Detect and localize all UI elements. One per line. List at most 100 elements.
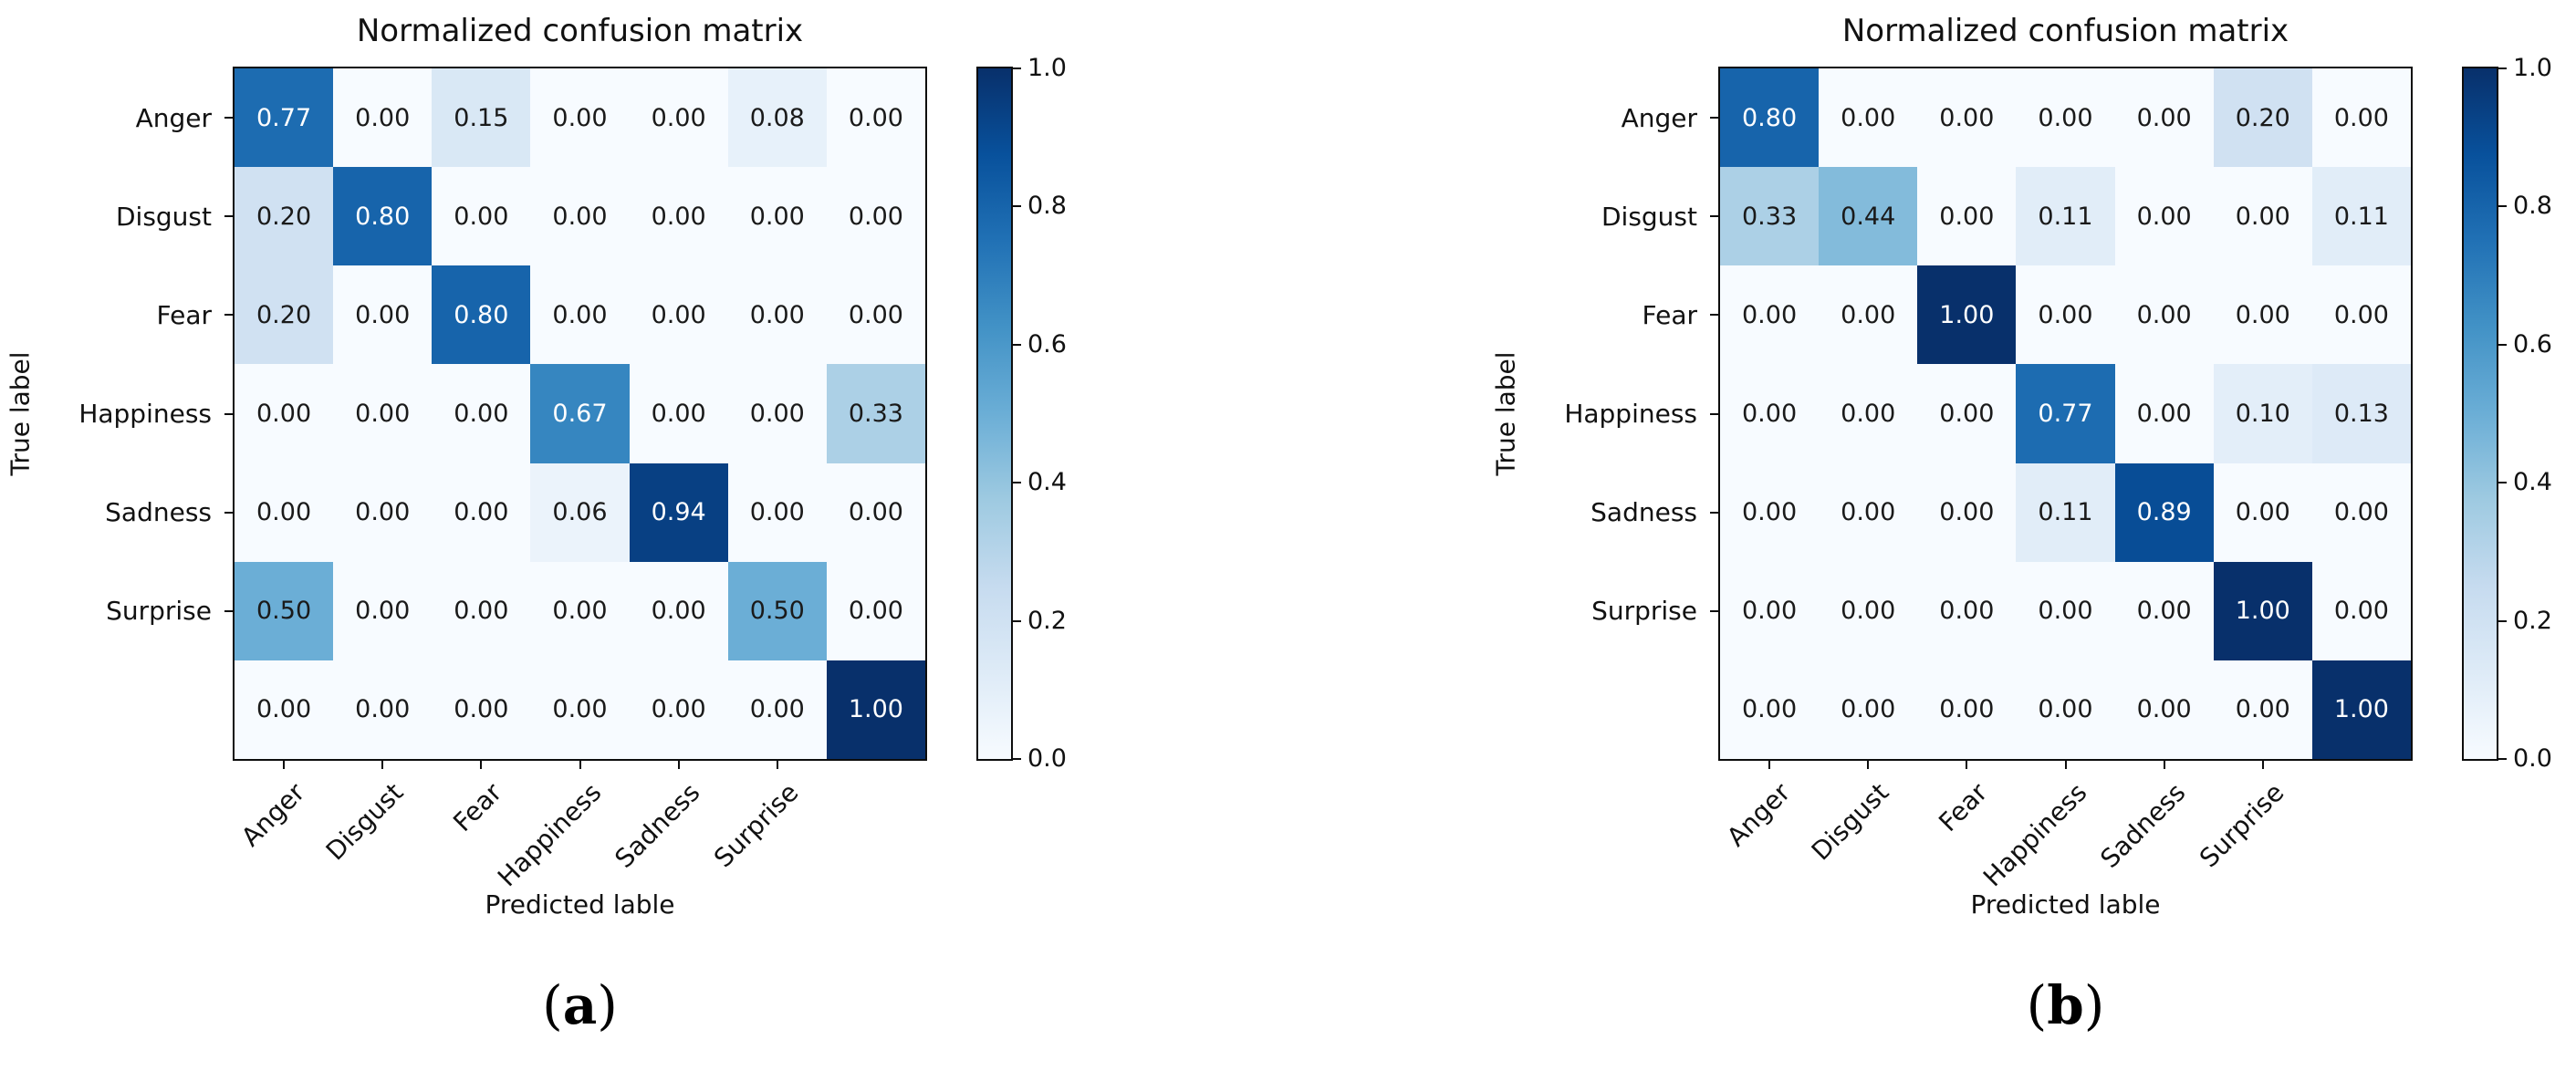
colorbar-tick-label: 0.4 (2513, 468, 2552, 497)
heatmap-cell: 0.00 (2311, 463, 2411, 562)
heatmap-cell: 0.00 (629, 660, 728, 759)
plot-title: Normalized confusion matrix (1841, 13, 2289, 49)
heatmap-cell: 0.00 (2311, 265, 2411, 365)
colorbar-tick-label: 0.6 (2513, 329, 2552, 359)
heatmap-cell: 0.00 (333, 660, 433, 759)
heatmap-cell: 0.20 (235, 167, 334, 266)
x-axis-title: Predicted lable (1970, 889, 2161, 920)
x-axis-tick (480, 761, 483, 769)
y-axis-tick (1710, 412, 1718, 415)
y-tick-label: Fear (156, 299, 212, 330)
y-tick-label: Sadness (1590, 497, 1697, 528)
heatmap-cell: 0.00 (1720, 463, 1820, 562)
heatmap-cell: 0.00 (727, 463, 827, 562)
x-axis-tick (1867, 761, 1870, 769)
x-axis-tick (2261, 761, 2264, 769)
x-axis-tick (1966, 761, 1968, 769)
heatmap-cell: 0.00 (629, 167, 728, 266)
heatmap-cell: 0.00 (530, 68, 630, 168)
heatmap-cell: 0.80 (333, 167, 433, 266)
heatmap-cell: 0.00 (2016, 68, 2115, 168)
heatmap-cell: 0.00 (333, 463, 433, 562)
heatmap-cell: 0.00 (432, 561, 531, 660)
heatmap-cell: 0.00 (629, 561, 728, 660)
heatmap-cell: 0.00 (1819, 561, 1918, 660)
heatmap-cell: 0.00 (826, 463, 925, 562)
y-tick-label: Fear (1642, 299, 1697, 330)
y-axis-tick (224, 215, 233, 218)
y-tick-label (1486, 660, 1705, 759)
colorbar-tick-label: 0.6 (1027, 329, 1067, 359)
y-tick-labels: Anger Disgust Fear Happiness Sadness Surprise (0, 68, 219, 759)
heatmap-cell: 1.00 (826, 660, 925, 759)
y-axis-tick (224, 314, 233, 317)
caption-paren-close: ) (2083, 974, 2105, 1036)
colorbar-tick (1013, 619, 1021, 622)
x-axis-tick (283, 761, 286, 769)
heatmap-cell: 0.00 (629, 68, 728, 168)
confusion-matrix-figure-a: Normalized confusion matrix True label A… (0, 0, 1090, 1081)
heatmap-cell: 0.00 (1819, 364, 1918, 463)
y-tick-label: Sadness (105, 497, 212, 528)
x-axis-tick (776, 761, 778, 769)
y-axis-tick (1710, 314, 1718, 317)
heatmap-cell: 0.15 (432, 68, 531, 168)
y-tick-label: Surprise (1591, 596, 1697, 627)
heatmap-cell: 0.00 (333, 364, 433, 463)
heatmap-cell: 0.00 (1917, 561, 2017, 660)
y-axis-tick (224, 609, 233, 612)
caption-paren-open: ( (542, 974, 563, 1036)
heatmap-cell: 0.00 (1819, 660, 1918, 759)
heatmap-cell: 1.00 (2213, 561, 2312, 660)
heatmap-cell: 0.00 (432, 364, 531, 463)
heatmap-cell: 0.00 (2016, 660, 2115, 759)
heatmap-cell: 0.00 (629, 364, 728, 463)
heatmap-cell: 0.00 (2114, 68, 2214, 168)
heatmap-cell: 0.06 (530, 463, 630, 562)
heatmap-cell: 0.00 (2016, 265, 2115, 365)
colorbar-tick-label: 1.0 (2513, 54, 2552, 82)
heatmap-cell: 0.00 (333, 561, 433, 660)
y-tick-label: Disgust (1601, 201, 1697, 232)
heatmap-cell: 1.00 (1917, 265, 2017, 365)
heatmap-cell: 0.00 (1917, 463, 2017, 562)
heatmap-cell: 0.00 (1720, 364, 1820, 463)
heatmap-cell: 0.00 (530, 167, 630, 266)
heatmap-cell: 0.80 (1720, 68, 1820, 168)
heatmap-cell: 0.00 (2114, 660, 2214, 759)
heatmap-cell: 0.00 (727, 364, 827, 463)
confusion-matrix-figure-b: Normalized confusion matrix True label A… (1486, 0, 2576, 1081)
heatmap-cell: 0.20 (2213, 68, 2312, 168)
colorbar-tick (2498, 482, 2507, 484)
caption-letter: a (562, 974, 598, 1036)
x-axis-tick (1768, 761, 1771, 769)
colorbar-tick-label: 0.2 (1027, 606, 1067, 635)
heatmap-cell: 0.00 (1917, 167, 2017, 266)
heatmap-cell: 0.00 (826, 561, 925, 660)
x-axis-tick (2163, 761, 2165, 769)
colorbar-tick (1013, 205, 1021, 208)
heatmap-cell: 0.00 (2114, 265, 2214, 365)
heatmap-cell: 0.00 (530, 265, 630, 365)
heatmap-cell: 0.94 (629, 463, 728, 562)
y-axis-tick (224, 412, 233, 415)
heatmap-grid: 0.77 0.00 0.15 0.00 0.00 0.08 0.00 0.20 0.80 0.00… (233, 67, 927, 761)
heatmap-cell: 0.00 (333, 68, 433, 168)
heatmap-cell: 0.00 (2114, 561, 2214, 660)
x-axis-tick (579, 761, 581, 769)
heatmap-cell: 0.00 (1819, 265, 1918, 365)
colorbar-tick (1013, 482, 1021, 484)
heatmap-cell: 0.00 (235, 463, 334, 562)
subfigure-caption: (b) (1720, 974, 2411, 1036)
x-axis-tick (677, 761, 680, 769)
heatmap-cell: 1.00 (2311, 660, 2411, 759)
heatmap-cell: 0.00 (826, 265, 925, 365)
heatmap-cell: 0.89 (2114, 463, 2214, 562)
colorbar-tick (1013, 68, 1021, 69)
colorbar-tick (2498, 205, 2507, 208)
colorbar-tick (1013, 758, 1021, 760)
heatmap-cell: 0.00 (432, 660, 531, 759)
y-axis-tick (224, 117, 233, 120)
subfigure-caption: (a) (235, 974, 925, 1036)
caption-paren-open: ( (2026, 974, 2048, 1036)
